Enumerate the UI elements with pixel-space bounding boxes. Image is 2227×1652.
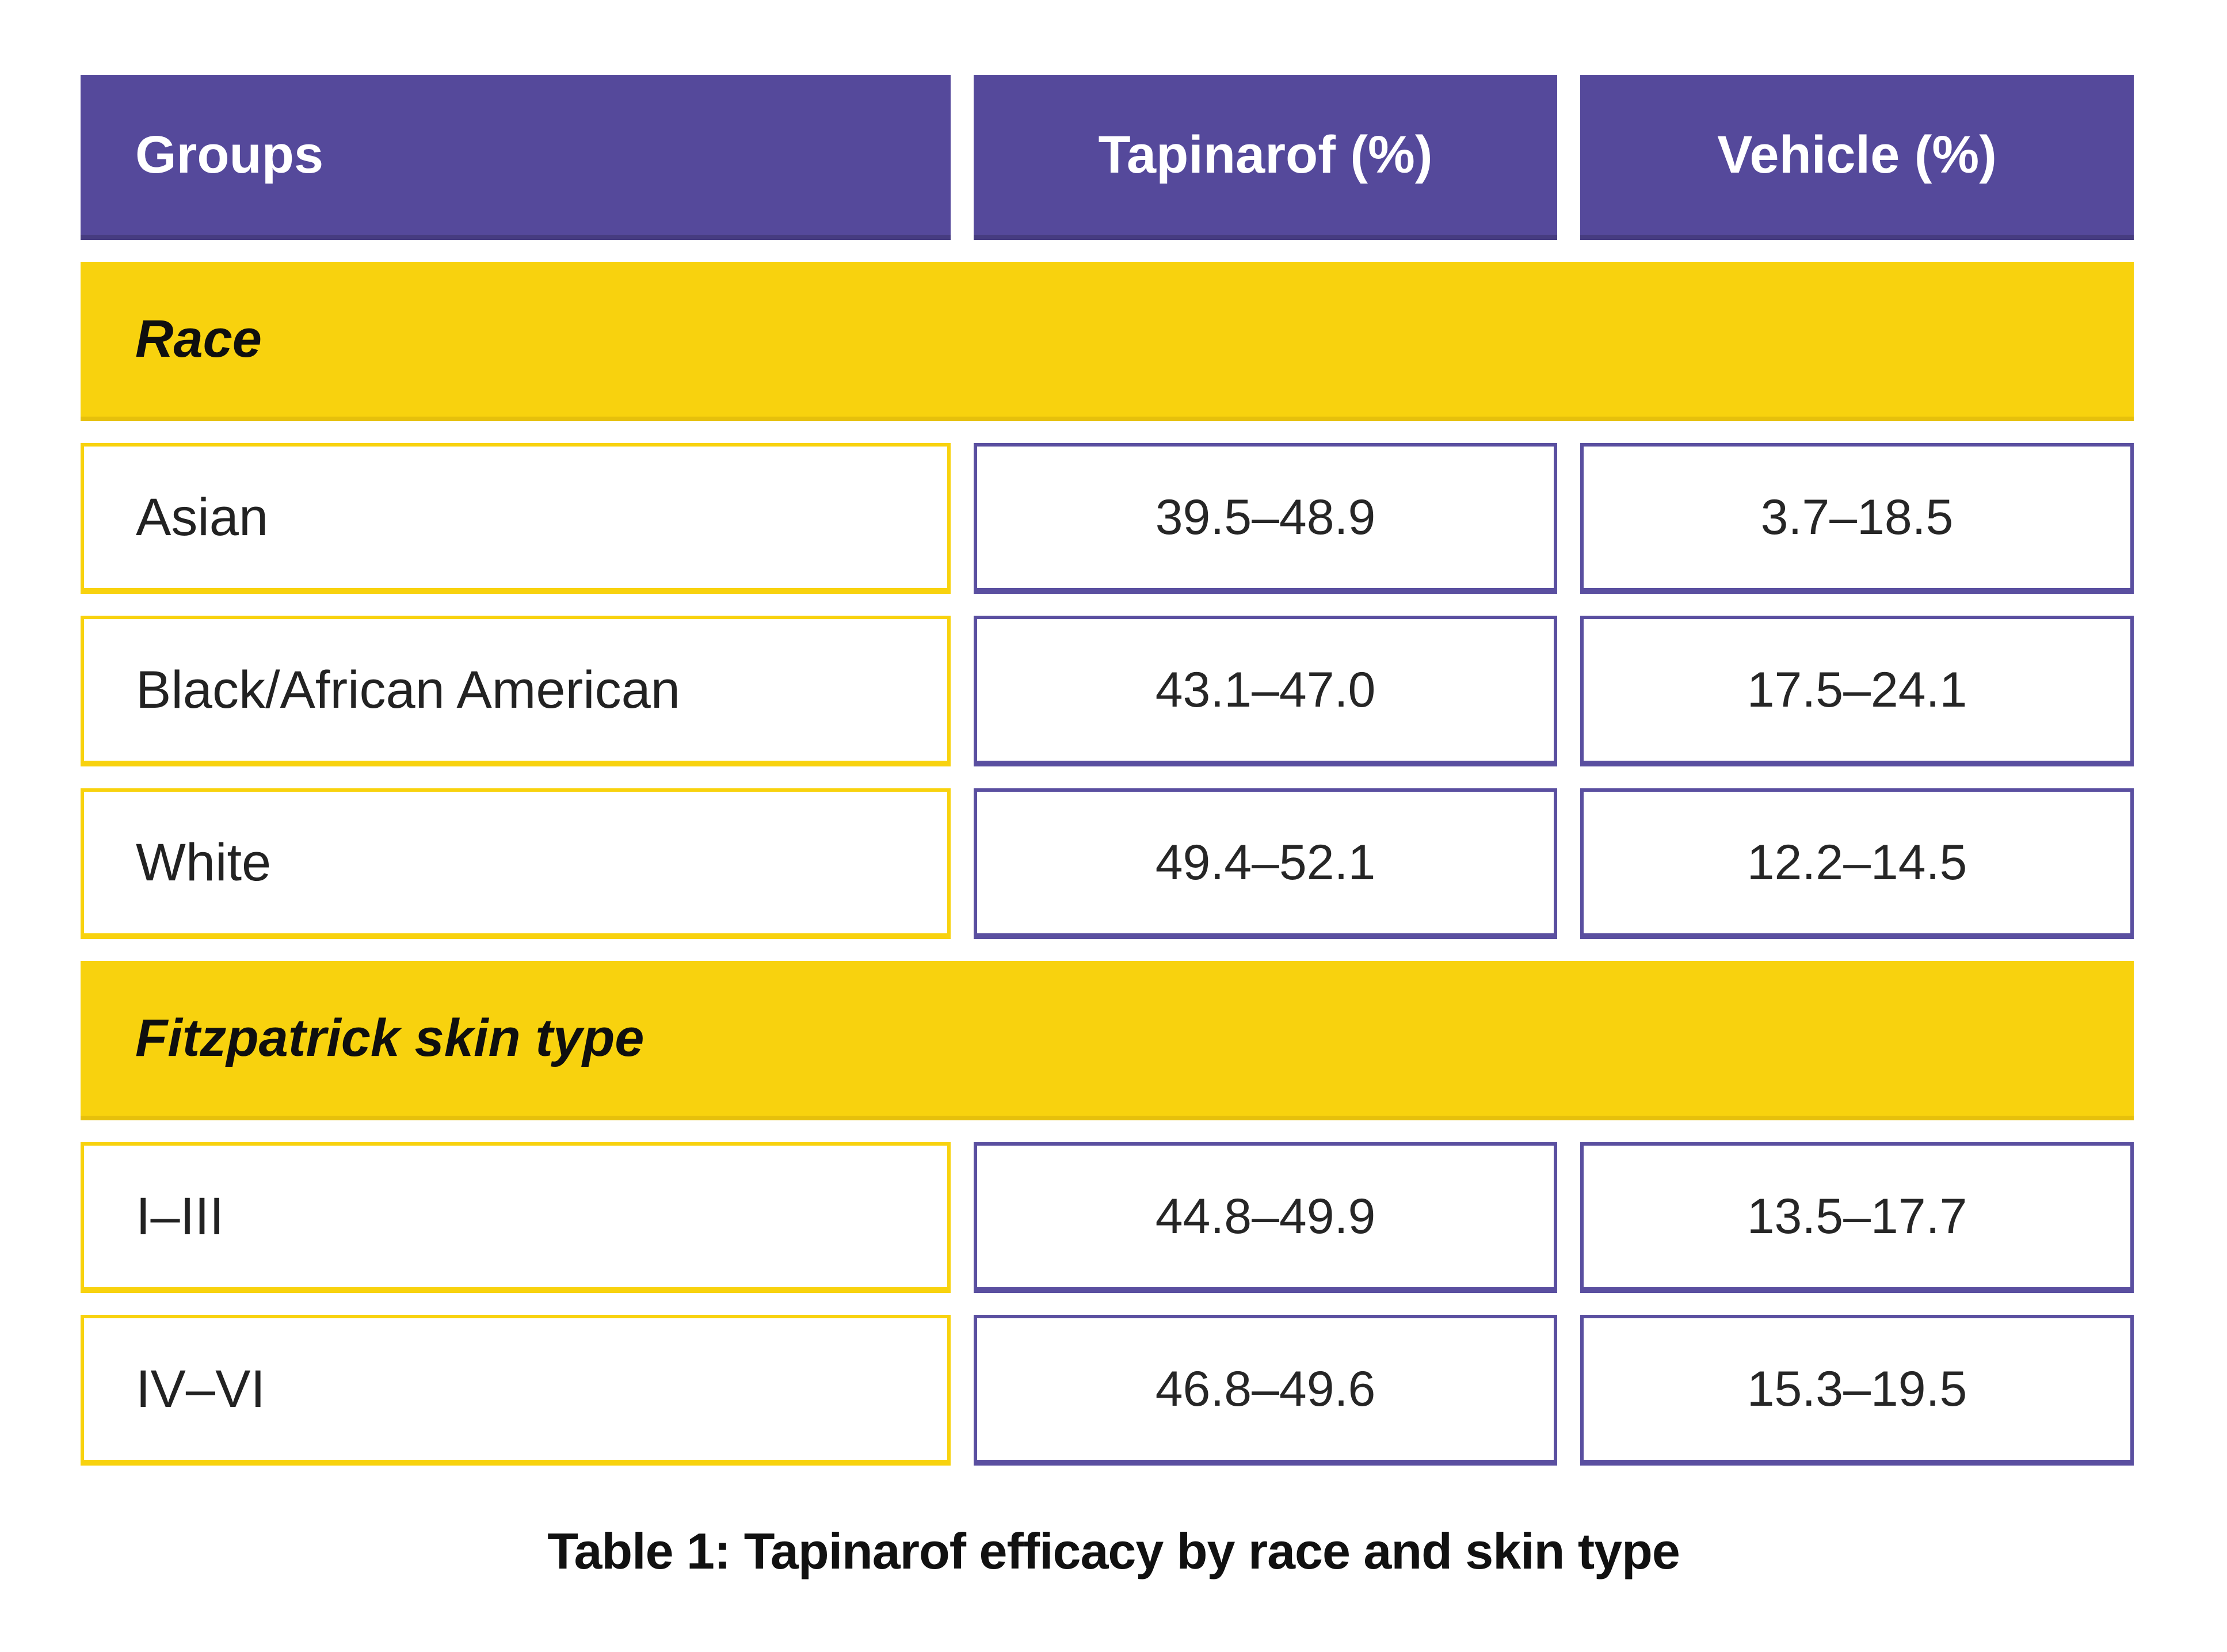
section-header-race: Race xyxy=(81,262,2134,421)
section-header-fitzpatrick-skin-type: Fitzpatrick skin type xyxy=(81,961,2134,1120)
row-label-iv-vi: IV–VI xyxy=(81,1315,951,1466)
value-black-african-american-vehicle: 17.5–24.1 xyxy=(1580,616,2134,766)
efficacy-table: Groups Tapinarof (%) Vehicle (%) Race As… xyxy=(81,75,2134,1466)
value-white-tapinarof: 49.4–52.1 xyxy=(974,788,1557,939)
column-header-vehicle: Vehicle (%) xyxy=(1580,75,2134,240)
row-label-asian: Asian xyxy=(81,443,951,594)
value-white-vehicle: 12.2–14.5 xyxy=(1580,788,2134,939)
value-iv-vi-tapinarof: 46.8–49.6 xyxy=(974,1315,1557,1466)
column-header-tapinarof: Tapinarof (%) xyxy=(974,75,1557,240)
value-black-african-american-tapinarof: 43.1–47.0 xyxy=(974,616,1557,766)
value-asian-vehicle: 3.7–18.5 xyxy=(1580,443,2134,594)
value-asian-tapinarof: 39.5–48.9 xyxy=(974,443,1557,594)
column-header-groups: Groups xyxy=(81,75,951,240)
row-label-i-iii: I–III xyxy=(81,1142,951,1293)
table-caption: Table 1: Tapinarof efficacy by race and … xyxy=(547,1523,1680,1579)
row-label-black-african-american: Black/African American xyxy=(81,616,951,766)
value-iv-vi-vehicle: 15.3–19.5 xyxy=(1580,1315,2134,1466)
row-label-white: White xyxy=(81,788,951,939)
value-i-iii-tapinarof: 44.8–49.9 xyxy=(974,1142,1557,1293)
value-i-iii-vehicle: 13.5–17.7 xyxy=(1580,1142,2134,1293)
